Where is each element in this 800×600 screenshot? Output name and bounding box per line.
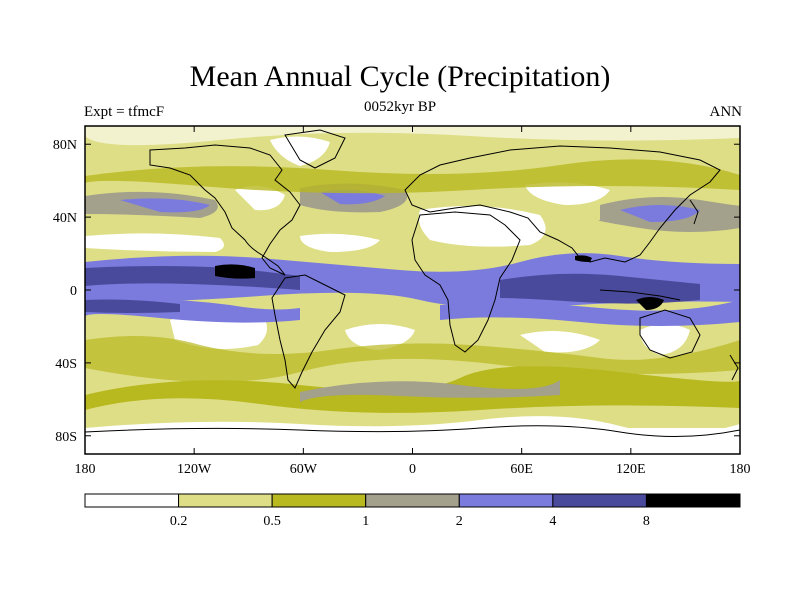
colorbar-box	[458, 493, 554, 508]
colorbar-label: 1	[362, 514, 369, 529]
coast-north-america	[149, 144, 301, 276]
colorbar-box	[365, 493, 460, 508]
field-australia-dry	[640, 324, 690, 355]
coastlines	[85, 129, 740, 438]
field-maritime-max	[636, 297, 664, 310]
experiment-label: Expt = tfmcF	[84, 104, 165, 120]
colorbar-box	[271, 493, 367, 508]
lon-tick-label: 0	[409, 462, 416, 477]
field-namerica-dry	[235, 186, 285, 211]
lon-tick-label: 120W	[177, 462, 212, 477]
coast-antarctica	[85, 425, 740, 438]
colorbar-box	[84, 493, 180, 508]
map-fill	[85, 126, 740, 454]
field-natlantic-blue	[320, 189, 385, 205]
colorbar-label: 4	[549, 514, 556, 529]
map-subtitle: 0052kyr BP	[363, 99, 437, 115]
lat-tick-label: 0	[70, 284, 77, 299]
colorbar-box	[645, 493, 741, 508]
field-warmpool-core	[500, 273, 700, 304]
season-label: ANN	[709, 104, 743, 120]
coast-japan	[689, 199, 699, 225]
field-epacific-max	[215, 264, 255, 279]
lon-tick-label: 180	[730, 462, 751, 477]
field-indian-blue	[440, 300, 740, 326]
coast-greenland	[284, 129, 346, 169]
field-npacific-blue	[120, 198, 210, 213]
field-south-grey	[300, 380, 560, 402]
lat-tick-label: 40N	[53, 211, 77, 226]
field-wpacific-blue	[620, 205, 700, 222]
colorbar: 0.2 0.5 1 2 4 8	[84, 493, 741, 529]
lon-tick-label: 60E	[510, 462, 533, 477]
colorbar-label: 0.2	[170, 514, 188, 529]
field-arctic-dry	[85, 126, 740, 146]
colorbar-box	[552, 493, 647, 508]
field-natlantic-dry	[300, 233, 380, 252]
map-title: Mean Annual Cycle (Precipitation)	[189, 60, 611, 93]
colorbar-label: 8	[643, 514, 650, 529]
colorbar-box	[178, 493, 273, 508]
coast-indonesia	[599, 289, 681, 301]
lon-tick-label: 60W	[290, 462, 318, 477]
coast-south-america	[271, 274, 346, 389]
field-south-olive	[85, 336, 740, 383]
coast-eurasia	[404, 145, 721, 263]
coast-nz	[729, 354, 739, 381]
axis-ticks: 180 120W 60W 0 60E 120E 180 80N 40N 0 40S 80S	[53, 126, 751, 477]
field-central-asia-dry	[525, 182, 610, 205]
coast-africa	[411, 211, 521, 353]
colorbar-label: 0.5	[263, 514, 281, 529]
colorbar-label: 2	[456, 514, 463, 529]
field-sepacific-core	[85, 299, 180, 313]
field-greenland-dry	[270, 136, 330, 166]
field-sahara-dry	[418, 206, 546, 247]
lon-tick-label: 120E	[616, 462, 646, 477]
lon-tick-label: 180	[75, 462, 96, 477]
lat-tick-label: 40S	[55, 357, 77, 372]
lat-tick-label: 80N	[53, 138, 77, 153]
lat-tick-label: 80S	[55, 430, 77, 445]
field-antarctic-edge	[85, 416, 740, 434]
field-sindian-dry	[520, 331, 600, 353]
field-satlantic-dry	[345, 324, 415, 350]
coast-australia	[639, 309, 701, 359]
field-nwpacific-dry	[85, 233, 224, 252]
field-north-olive	[85, 159, 740, 194]
